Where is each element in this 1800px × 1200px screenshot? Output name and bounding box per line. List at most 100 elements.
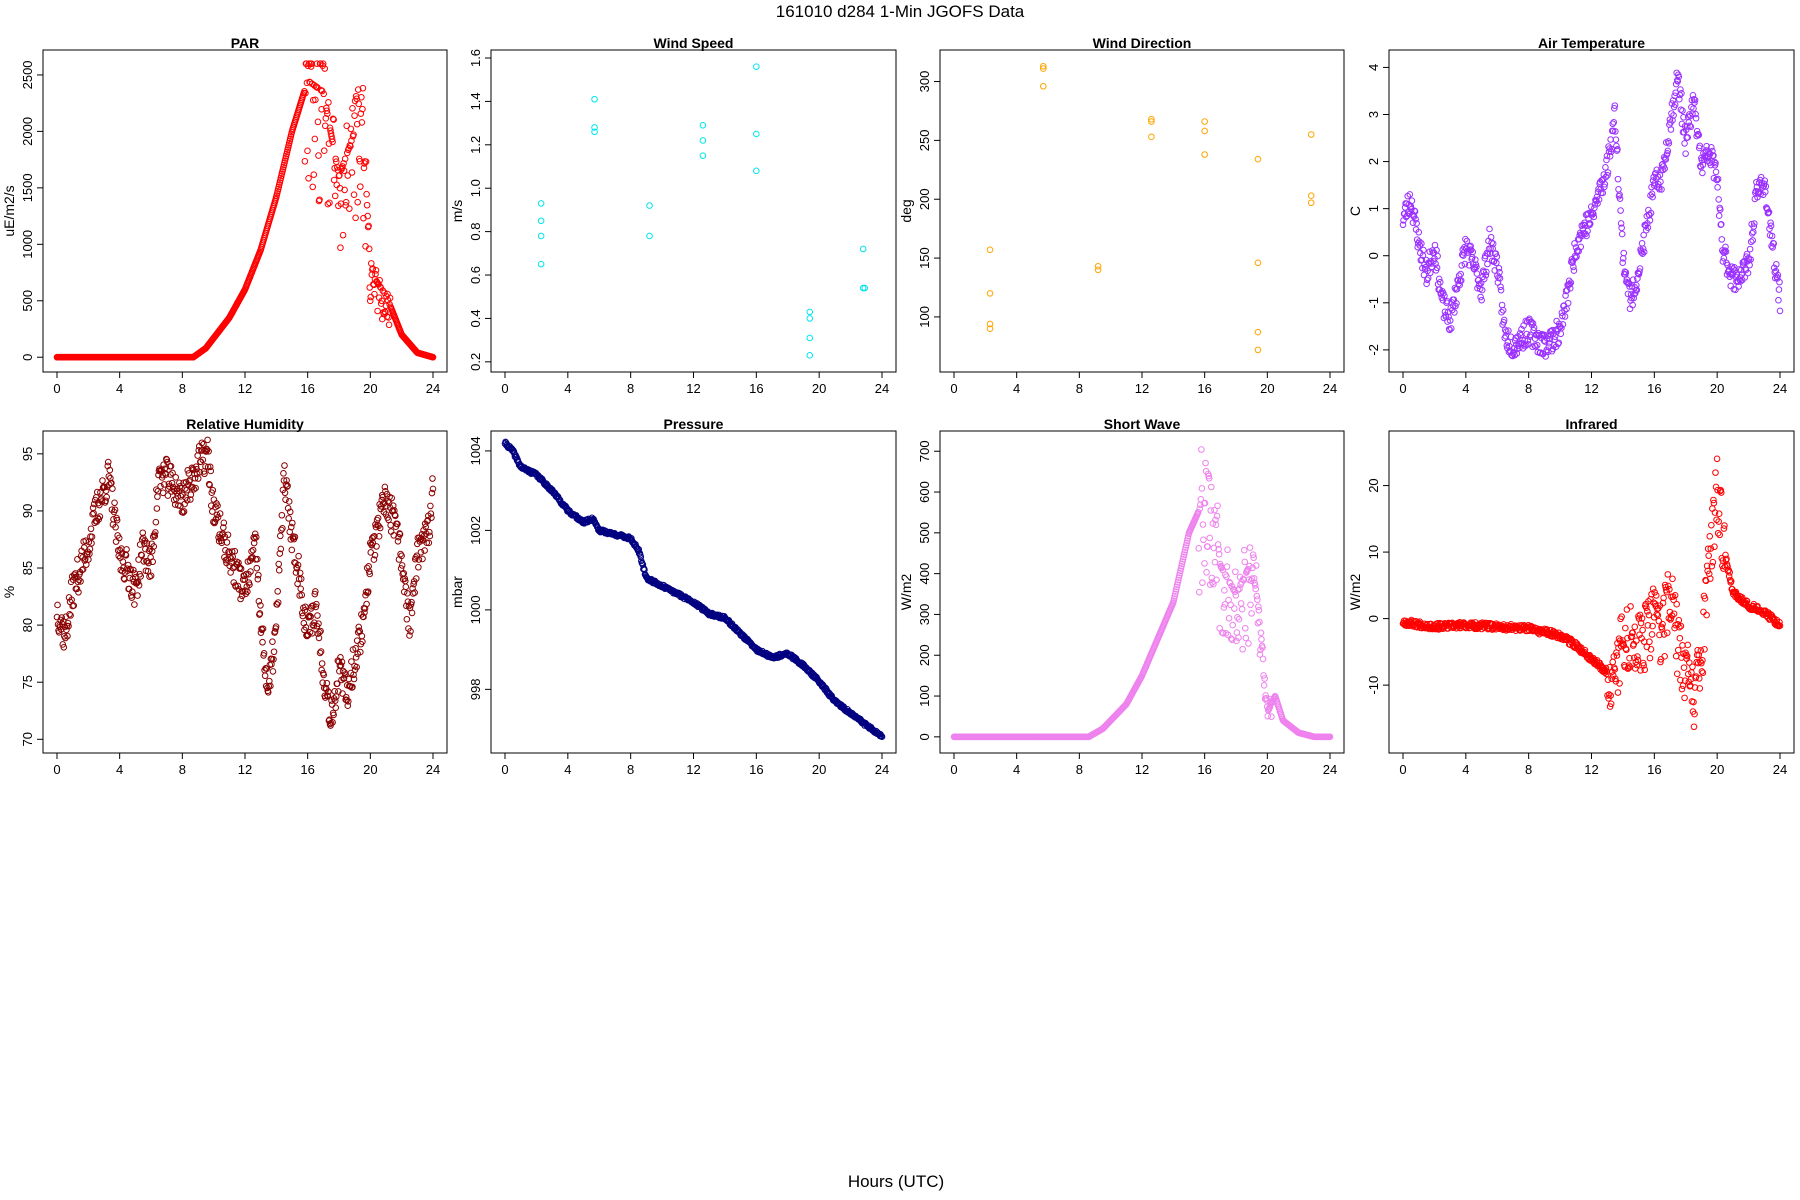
- data-point: [1499, 306, 1507, 314]
- data-point: [410, 580, 417, 588]
- data-point: [1260, 682, 1268, 689]
- data-point: [1710, 496, 1717, 504]
- data-point: [284, 504, 292, 512]
- data-point: [323, 679, 331, 687]
- data-point: [332, 155, 340, 163]
- x-tick-label: 12: [238, 381, 252, 396]
- plot-frame: [490, 49, 897, 373]
- y-tick-label: 2500: [20, 60, 35, 89]
- data-point: [1633, 281, 1640, 289]
- data-point: [1726, 569, 1733, 576]
- y-tick-label: 90: [20, 504, 35, 518]
- data-point: [341, 671, 349, 678]
- data-point: [1665, 139, 1673, 147]
- data-point: [297, 585, 304, 593]
- panel-title: Relative Humidity: [186, 416, 304, 432]
- data-point: [1621, 268, 1629, 276]
- data-point: [1686, 122, 1694, 130]
- data-point: [1148, 115, 1155, 123]
- data-point: [1533, 341, 1541, 349]
- data-point: [86, 545, 94, 553]
- data-point: [192, 463, 200, 471]
- data-point: [350, 131, 357, 139]
- data-point: [1664, 571, 1672, 578]
- data-point: [261, 672, 269, 680]
- data-point: [421, 547, 428, 554]
- data-point: [1666, 586, 1673, 593]
- panel-title: Short Wave: [1104, 416, 1181, 432]
- y-tick-label: 2: [1366, 158, 1381, 165]
- data-point: [1247, 601, 1254, 609]
- data-point: [1477, 293, 1484, 301]
- data-point: [1694, 646, 1701, 654]
- data-point: [1619, 259, 1626, 266]
- data-point: [340, 167, 348, 175]
- data-point: [1607, 692, 1614, 699]
- data-point: [1628, 633, 1635, 640]
- data-point: [1420, 271, 1428, 279]
- data-point: [1420, 246, 1427, 254]
- data-point: [200, 440, 207, 448]
- data-point: [1551, 336, 1558, 343]
- data-point: [1507, 333, 1515, 341]
- data-point: [349, 683, 356, 691]
- data-point: [1531, 342, 1538, 349]
- data-point: [1148, 118, 1155, 125]
- data-point: [1776, 278, 1783, 286]
- data-point: [1676, 634, 1684, 642]
- x-tick-label: 20: [1710, 762, 1724, 777]
- data-point: [1776, 618, 1783, 626]
- x-tick-label: 4: [564, 762, 571, 777]
- data-point: [115, 534, 123, 542]
- data-point: [280, 470, 287, 477]
- data-point: [342, 202, 349, 209]
- y-tick-label: 10: [1366, 545, 1381, 559]
- data-point: [1040, 82, 1047, 90]
- data-point: [1693, 127, 1701, 135]
- data-point: [1714, 529, 1722, 537]
- data-point: [1590, 213, 1598, 221]
- data-point: [345, 145, 353, 152]
- data-point: [1206, 581, 1214, 588]
- data-point: [1625, 662, 1633, 669]
- x-tick-label: 4: [1013, 381, 1020, 396]
- data-point: [1604, 692, 1611, 699]
- data-point: [1646, 638, 1653, 646]
- data-point: [96, 513, 104, 520]
- data-point: [1606, 153, 1614, 160]
- data-point: [402, 583, 410, 591]
- data-point: [1623, 646, 1630, 654]
- data-point: [1246, 562, 1253, 570]
- data-point: [343, 149, 351, 157]
- data-point: [289, 519, 296, 527]
- data-point: [1714, 175, 1722, 183]
- data-point: [1254, 155, 1262, 163]
- data-point: [1609, 658, 1617, 666]
- data-point: [427, 502, 434, 510]
- data-point: [1774, 275, 1781, 282]
- data-point: [131, 570, 139, 577]
- data-point: [1584, 227, 1591, 235]
- data-point: [1239, 645, 1246, 653]
- data-point: [305, 174, 312, 182]
- data-point: [1656, 631, 1663, 639]
- data-point: [291, 533, 299, 541]
- data-point: [72, 570, 79, 577]
- y-tick-label: 20: [1366, 478, 1381, 492]
- data-point: [227, 555, 235, 562]
- data-point: [1564, 299, 1572, 307]
- y-axis-label: mbar: [449, 576, 465, 608]
- panel-title: Air Temperature: [1538, 35, 1645, 51]
- data-point: [1770, 240, 1777, 247]
- data-point: [1205, 474, 1213, 482]
- data-point: [224, 531, 232, 539]
- data-point: [348, 658, 355, 665]
- data-point: [276, 550, 284, 557]
- data-point: [1653, 166, 1661, 174]
- data-point: [106, 481, 113, 488]
- data-point: [1640, 248, 1648, 256]
- data-point: [1240, 546, 1248, 554]
- data-point: [134, 592, 141, 599]
